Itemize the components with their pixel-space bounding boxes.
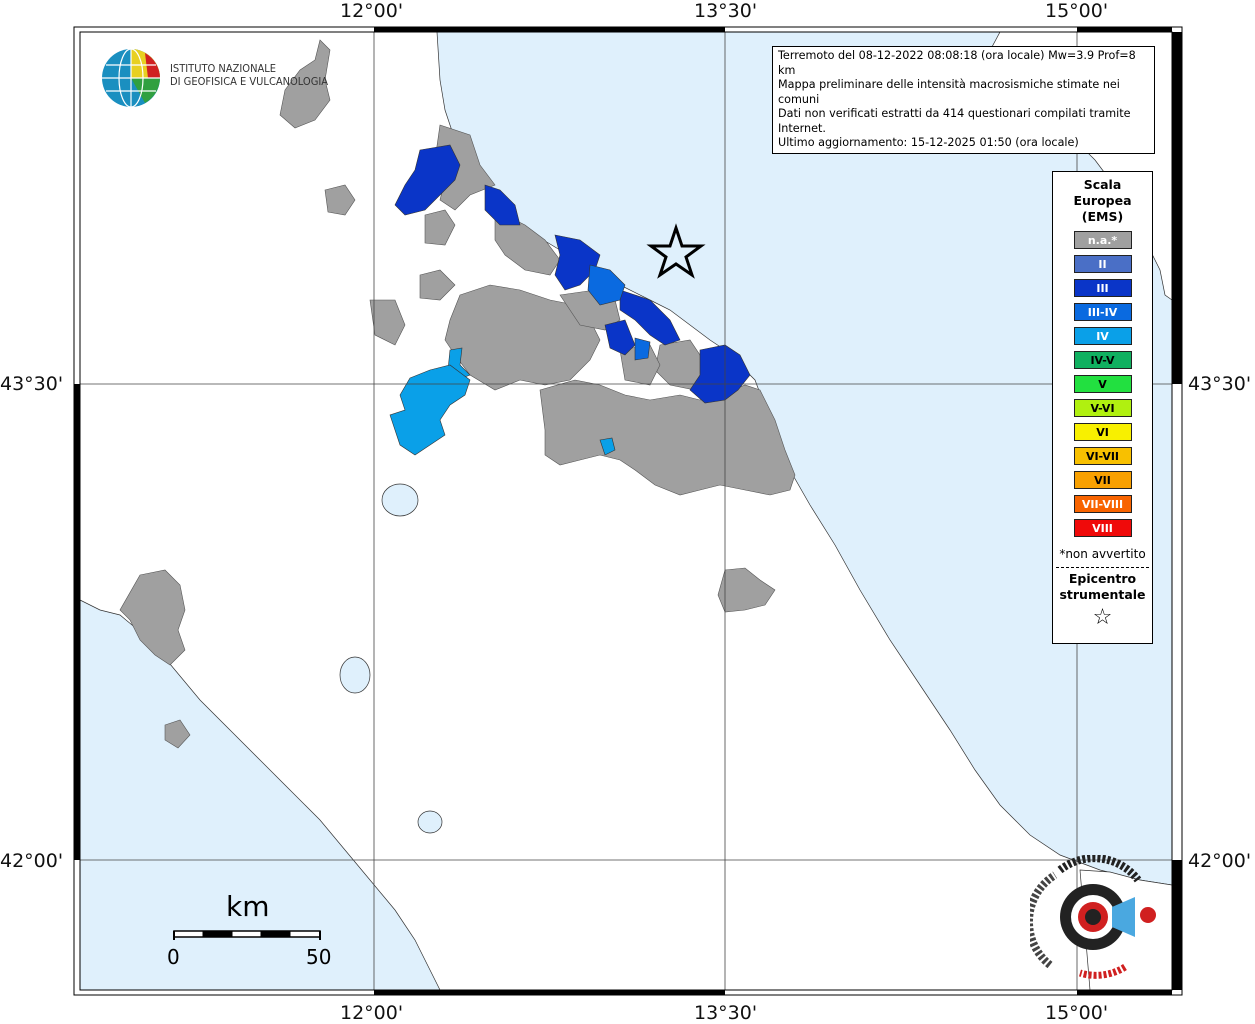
legend-epicenter-label: Epicentro strumentale — [1059, 571, 1146, 602]
lake-small — [417, 810, 443, 834]
legend-item: n.a.* — [1073, 231, 1132, 249]
scale-unit: km — [226, 890, 270, 923]
info-line-1: Terremoto del 08-12-2022 08:08:18 (ora l… — [778, 49, 1136, 77]
lake-trasimeno — [381, 483, 419, 517]
ingv-logo-icon — [102, 48, 160, 108]
frame-ticks — [74, 27, 1182, 995]
municipalities-iv — [389, 347, 616, 456]
coord-top-2: 13°30' — [694, 0, 758, 22]
legend-item: VII — [1073, 471, 1132, 489]
haisentito-logo-icon — [1030, 855, 1156, 979]
info-line-3: Dati non verificati estratti da 414 ques… — [778, 107, 1131, 135]
coord-bottom-3: 15°00' — [1045, 1002, 1109, 1024]
coord-right-1: 43°30' — [1188, 373, 1252, 395]
legend-item: VIII — [1073, 519, 1132, 537]
legend-item: III-IV — [1073, 303, 1132, 321]
legend-item: VI-VII — [1073, 447, 1132, 465]
scale-bar — [173, 930, 321, 940]
coord-top-3: 15°00' — [1045, 0, 1109, 22]
coord-top-1: 12°00' — [340, 0, 404, 22]
legend-item: VI — [1073, 423, 1132, 441]
legend-item: IV-V — [1073, 351, 1132, 369]
municipalities-na — [119, 39, 796, 749]
legend-item: V — [1073, 375, 1132, 393]
municipalities-iii — [394, 144, 751, 404]
legend-item: III — [1073, 279, 1132, 297]
event-info-box: Terremoto del 08-12-2022 08:08:18 (ora l… — [772, 46, 1155, 154]
legend-title: Scala Europea (EMS) — [1073, 177, 1132, 224]
info-line-4: Ultimo aggiornamento: 15-12-2025 01:50 (… — [778, 136, 1079, 149]
ems-legend: Scala Europea (EMS) n.a.* II III III-IV IV IV… — [1052, 171, 1153, 644]
municipalities-iii-iv — [587, 264, 651, 361]
ingv-name: ISTITUTO NAZIONALE DI GEOFISICA E VULCAN… — [170, 62, 329, 88]
legend-items: n.a.* II III III-IV IV IV-V V V-VI VI VI-VII VII VI… — [1053, 231, 1152, 537]
lake-bolsena — [339, 656, 371, 694]
legend-star-icon: ☆ — [1092, 605, 1113, 630]
coord-left-1: 43°30' — [0, 373, 64, 395]
coord-left-2: 42°00' — [0, 850, 64, 872]
epicenter-star — [646, 223, 706, 279]
scale-max: 50 — [306, 945, 332, 969]
coord-right-2: 42°00' — [1188, 850, 1252, 872]
legend-item: V-VI — [1073, 399, 1132, 417]
coord-bottom-2: 13°30' — [694, 1002, 758, 1024]
legend-note: *non avvertito — [1059, 547, 1146, 561]
coord-bottom-1: 12°00' — [340, 1002, 404, 1024]
legend-item: IV — [1073, 327, 1132, 345]
info-line-2: Mappa preliminare delle intensità macros… — [778, 78, 1120, 106]
legend-item: II — [1073, 255, 1132, 273]
scale-min: 0 — [167, 945, 180, 969]
legend-separator — [1056, 567, 1149, 568]
legend-item: VII-VIII — [1073, 495, 1132, 513]
